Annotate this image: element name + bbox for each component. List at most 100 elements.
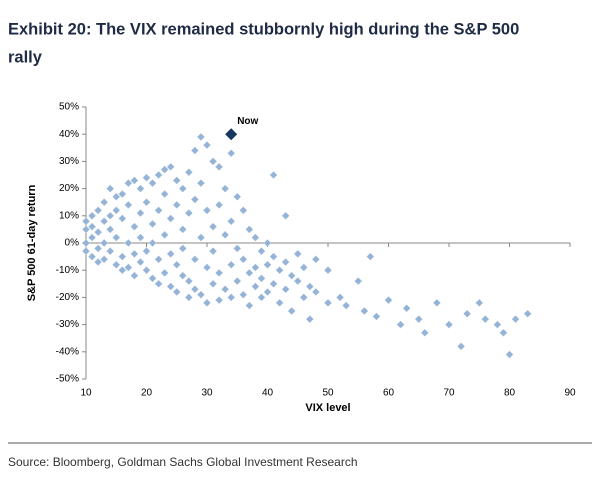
point [196,233,205,242]
point [160,190,169,198]
point [354,277,363,286]
point [257,274,266,283]
point [281,285,290,294]
point [166,282,175,291]
point [221,184,230,193]
point [299,263,308,272]
point [160,230,169,239]
point [481,315,490,324]
point [100,198,109,207]
point [463,309,472,318]
point [124,239,133,247]
point [227,260,236,269]
point [94,206,103,215]
point [209,222,218,231]
point [396,320,405,329]
point [215,200,224,209]
now-point [225,128,238,141]
point [196,179,205,188]
x-tick-label: 60 [383,388,395,399]
point [432,298,441,307]
x-tick-label: 50 [322,388,334,399]
point [311,288,320,296]
point [160,165,169,174]
point [281,258,290,266]
point [275,266,284,275]
point [184,293,193,302]
point [148,239,157,247]
point [88,222,97,231]
y-tick-label: -10% [56,265,79,276]
point [130,249,139,258]
chart-title-line2: rally [8,48,43,66]
point [324,298,332,307]
point [384,296,393,305]
point [190,195,199,204]
point [88,252,97,261]
point [136,233,145,242]
point [221,285,230,294]
point [493,320,502,329]
point [166,162,175,171]
point [178,184,187,193]
point [311,255,320,264]
point [100,217,109,226]
y-tick-label: 50% [59,102,79,113]
point [239,255,248,264]
point [209,157,218,166]
point [251,263,260,272]
point [124,263,133,272]
x-tick-label: 40 [262,388,274,399]
point [130,271,139,280]
point [287,271,296,280]
point [203,298,211,307]
x-tick-label: 10 [80,388,92,399]
point [142,266,151,275]
point [257,293,266,302]
y-tick-label: 10% [59,210,79,221]
point [414,315,423,324]
point [124,200,133,209]
point [196,290,205,299]
point [82,247,90,256]
point [269,171,278,179]
x-tick-label: 20 [141,388,153,399]
point [227,293,236,302]
point [360,307,369,315]
chart-title: Exhibit 20: The VIX remained stubbornly … [8,20,519,38]
point [118,190,127,198]
point [94,258,103,266]
point [148,179,157,188]
point [281,211,290,220]
point [293,249,302,258]
point [106,184,115,193]
point [184,209,193,218]
point [215,162,224,171]
point [82,217,90,226]
point [402,304,411,313]
point [154,279,163,288]
point [172,288,181,296]
point [154,171,163,179]
point [269,279,278,288]
point [184,168,193,177]
point [299,293,308,302]
point [112,260,121,269]
y-tick-label: -40% [56,346,79,357]
y-axis-label: S&P 500 61-day return [26,184,38,301]
point [287,307,296,315]
point [148,274,157,283]
point [251,233,260,242]
x-tick-label: 30 [201,388,213,399]
point [94,228,103,237]
point [136,258,145,266]
point [203,206,211,215]
point [142,173,151,182]
point [82,239,90,247]
point [257,247,266,256]
point [209,279,218,288]
point [245,301,254,310]
point [239,290,248,299]
point [118,252,127,261]
